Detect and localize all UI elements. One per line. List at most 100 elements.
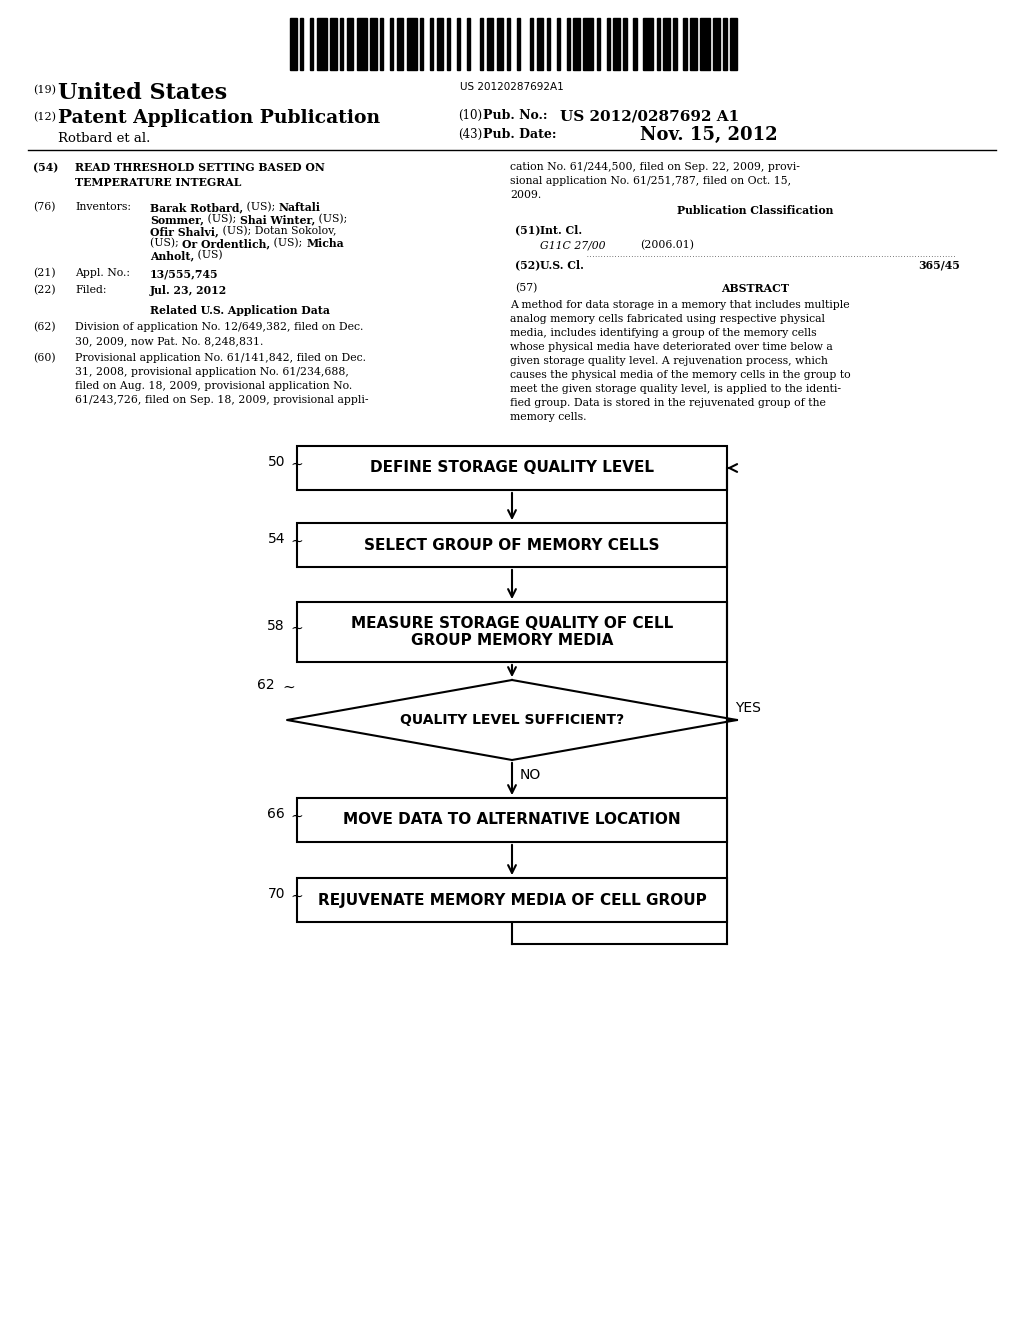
Text: Patent Application Publication: Patent Application Publication bbox=[58, 110, 380, 127]
Bar bbox=[690, 18, 696, 70]
Bar bbox=[624, 18, 627, 70]
Bar bbox=[457, 18, 460, 70]
Bar bbox=[480, 18, 483, 70]
Bar bbox=[420, 18, 423, 70]
Text: MEASURE STORAGE QUALITY OF CELL
GROUP MEMORY MEDIA: MEASURE STORAGE QUALITY OF CELL GROUP ME… bbox=[351, 616, 673, 648]
Bar bbox=[407, 18, 417, 70]
Text: Division of application No. 12/649,382, filed on Dec.
30, 2009, now Pat. No. 8,2: Division of application No. 12/649,382, … bbox=[75, 322, 364, 346]
Text: (54): (54) bbox=[33, 162, 58, 173]
Bar bbox=[557, 18, 560, 70]
Bar bbox=[530, 18, 534, 70]
Text: Appl. No.:: Appl. No.: bbox=[75, 268, 130, 279]
Bar bbox=[297, 602, 727, 663]
Text: READ THRESHOLD SETTING BASED ON
TEMPERATURE INTEGRAL: READ THRESHOLD SETTING BASED ON TEMPERAT… bbox=[75, 162, 325, 189]
Bar bbox=[297, 446, 727, 490]
Text: 62: 62 bbox=[257, 678, 275, 692]
Bar bbox=[537, 18, 544, 70]
Bar bbox=[597, 18, 600, 70]
Text: SELECT GROUP OF MEMORY CELLS: SELECT GROUP OF MEMORY CELLS bbox=[365, 537, 659, 553]
Text: NO: NO bbox=[520, 768, 542, 781]
Text: (12): (12) bbox=[33, 112, 56, 123]
Text: YES: YES bbox=[735, 701, 761, 715]
Text: Sommer,: Sommer, bbox=[150, 214, 204, 224]
Polygon shape bbox=[287, 680, 737, 760]
Text: 365/45: 365/45 bbox=[919, 260, 961, 271]
Bar bbox=[633, 18, 637, 70]
Text: QUALITY LEVEL SUFFICIENT?: QUALITY LEVEL SUFFICIENT? bbox=[400, 713, 624, 727]
Bar bbox=[297, 799, 727, 842]
Bar bbox=[714, 18, 720, 70]
Text: Pub. No.:: Pub. No.: bbox=[483, 110, 548, 121]
Bar bbox=[573, 18, 580, 70]
Text: Naftali: Naftali bbox=[279, 202, 321, 213]
Text: Filed:: Filed: bbox=[75, 285, 106, 294]
Bar bbox=[396, 18, 403, 70]
Bar bbox=[730, 18, 736, 70]
Text: A method for data storage in a memory that includes multiple
analog memory cells: A method for data storage in a memory th… bbox=[510, 300, 851, 422]
Text: Provisional application No. 61/141,842, filed on Dec.
31, 2008, provisional appl: Provisional application No. 61/141,842, … bbox=[75, 352, 369, 405]
Text: Or Ordentlich,: Or Ordentlich, bbox=[182, 238, 270, 249]
Text: Related U.S. Application Data: Related U.S. Application Data bbox=[151, 305, 330, 315]
Text: Shai Winter,: Shai Winter, bbox=[240, 214, 314, 224]
Bar bbox=[656, 18, 660, 70]
Text: (22): (22) bbox=[33, 285, 55, 296]
Text: 70: 70 bbox=[267, 887, 285, 902]
Bar bbox=[347, 18, 353, 70]
Text: (19): (19) bbox=[33, 84, 56, 95]
Text: (US);: (US); bbox=[314, 214, 347, 224]
Bar bbox=[290, 18, 297, 70]
Text: (51): (51) bbox=[515, 224, 541, 236]
Text: (52): (52) bbox=[515, 260, 541, 271]
Bar bbox=[643, 18, 653, 70]
Bar bbox=[613, 18, 620, 70]
Bar bbox=[297, 523, 727, 568]
Bar bbox=[497, 18, 504, 70]
Text: Micha: Micha bbox=[306, 238, 344, 249]
Bar bbox=[436, 18, 443, 70]
Text: 13/555,745: 13/555,745 bbox=[150, 268, 219, 279]
Text: (76): (76) bbox=[33, 202, 55, 213]
Text: ∼: ∼ bbox=[290, 535, 303, 549]
Text: Pub. Date:: Pub. Date: bbox=[483, 128, 556, 141]
Text: Inventors:: Inventors: bbox=[75, 202, 131, 213]
Bar bbox=[723, 18, 727, 70]
Text: Barak Rotbard,: Barak Rotbard, bbox=[150, 202, 243, 213]
Bar bbox=[683, 18, 687, 70]
Text: Publication Classification: Publication Classification bbox=[677, 205, 834, 216]
Bar bbox=[390, 18, 393, 70]
Text: U.S. Cl.: U.S. Cl. bbox=[540, 260, 584, 271]
Bar bbox=[467, 18, 470, 70]
Text: (US);: (US); bbox=[270, 238, 306, 248]
Bar bbox=[517, 18, 520, 70]
Text: Nov. 15, 2012: Nov. 15, 2012 bbox=[640, 125, 777, 144]
Bar bbox=[310, 18, 313, 70]
Text: ∼: ∼ bbox=[290, 458, 303, 473]
Text: (10): (10) bbox=[458, 110, 482, 121]
Text: 54: 54 bbox=[267, 532, 285, 546]
Bar bbox=[370, 18, 377, 70]
Bar bbox=[430, 18, 433, 70]
Bar bbox=[486, 18, 494, 70]
Bar bbox=[380, 18, 383, 70]
Text: ∼: ∼ bbox=[290, 810, 303, 824]
Text: (57): (57) bbox=[515, 282, 538, 293]
Text: (2006.01): (2006.01) bbox=[640, 240, 694, 251]
Text: (60): (60) bbox=[33, 352, 55, 363]
Text: Ofir Shalvi,: Ofir Shalvi, bbox=[150, 226, 219, 238]
Text: (21): (21) bbox=[33, 268, 55, 279]
Bar bbox=[356, 18, 367, 70]
Text: (US);: (US); bbox=[243, 202, 279, 213]
Bar bbox=[316, 18, 327, 70]
Text: (US); Dotan Sokolov,: (US); Dotan Sokolov, bbox=[219, 226, 336, 236]
Text: G11C 27/00: G11C 27/00 bbox=[540, 240, 605, 249]
Text: MOVE DATA TO ALTERNATIVE LOCATION: MOVE DATA TO ALTERNATIVE LOCATION bbox=[343, 813, 681, 828]
Text: Rotbard et al.: Rotbard et al. bbox=[58, 132, 151, 145]
Text: (US);: (US); bbox=[204, 214, 240, 224]
Bar bbox=[340, 18, 343, 70]
Text: REJUVENATE MEMORY MEDIA OF CELL GROUP: REJUVENATE MEMORY MEDIA OF CELL GROUP bbox=[317, 892, 707, 908]
Bar bbox=[300, 18, 303, 70]
Text: (43): (43) bbox=[458, 128, 482, 141]
Text: 58: 58 bbox=[267, 619, 285, 634]
Text: (US);: (US); bbox=[150, 238, 182, 248]
Text: ∼: ∼ bbox=[282, 681, 295, 696]
